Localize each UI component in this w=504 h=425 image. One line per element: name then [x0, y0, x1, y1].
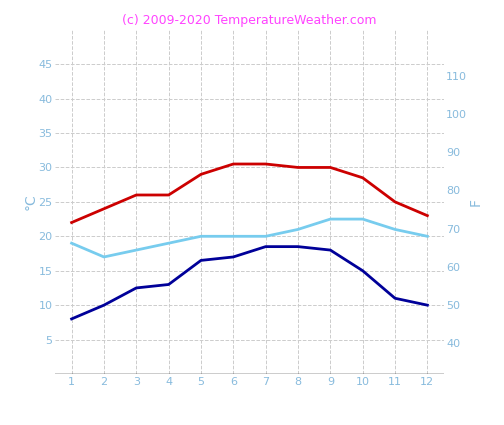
Y-axis label: F: F: [469, 198, 483, 206]
Title: (c) 2009-2020 TemperatureWeather.com: (c) 2009-2020 TemperatureWeather.com: [122, 14, 376, 27]
Y-axis label: °C: °C: [23, 193, 37, 210]
